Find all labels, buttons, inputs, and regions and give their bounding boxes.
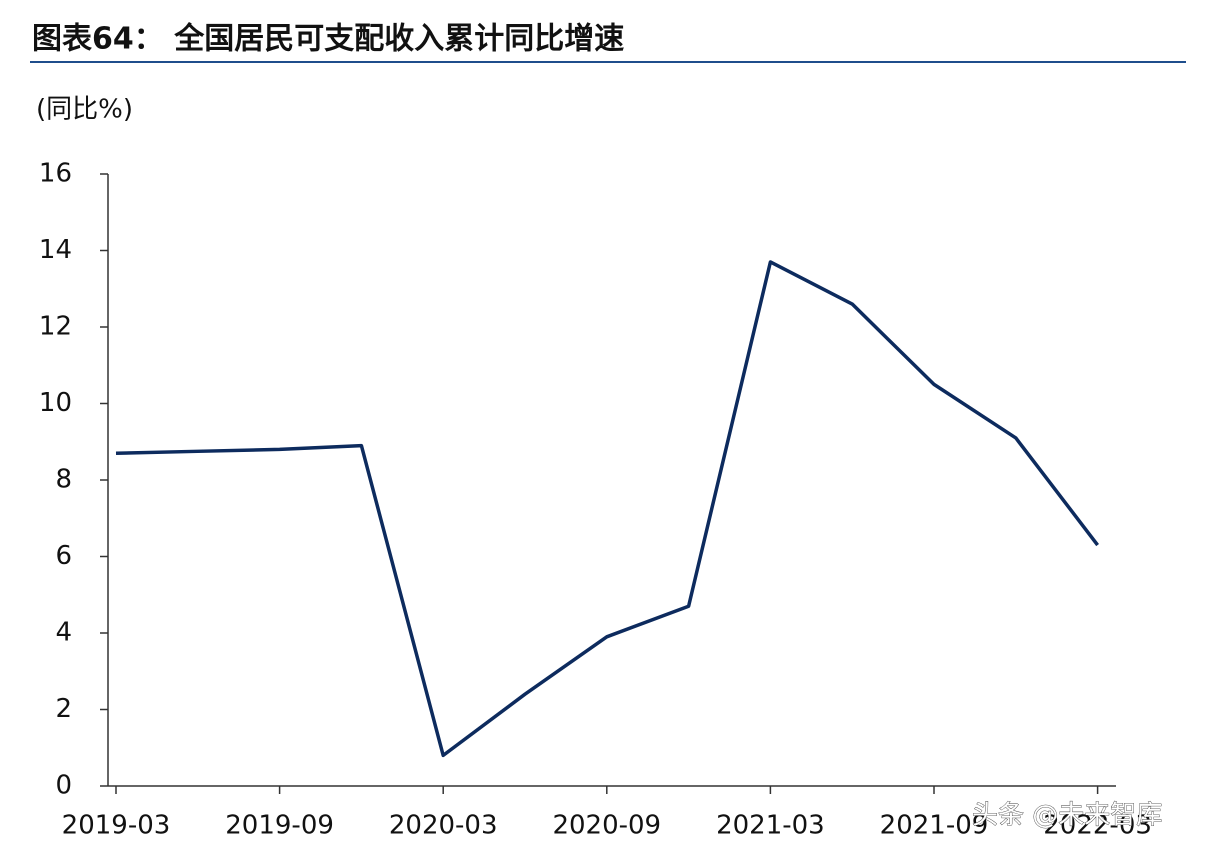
y-tick-label: 8 bbox=[55, 465, 72, 495]
y-tick-label: 16 bbox=[39, 159, 72, 189]
y-axis-label: (同比%) bbox=[36, 95, 133, 125]
y-tick-label: 2 bbox=[55, 694, 72, 724]
y-tick-label: 6 bbox=[55, 541, 72, 571]
x-tick-label: 2021-09 bbox=[880, 811, 989, 841]
x-tick-label: 2020-03 bbox=[389, 811, 498, 841]
y-tick-label: 0 bbox=[55, 771, 72, 801]
y-tick-label: 12 bbox=[39, 312, 72, 342]
x-tick-label: 2022-03 bbox=[1043, 811, 1152, 841]
x-tick-label: 2019-09 bbox=[225, 811, 334, 841]
x-tick-label: 2021-03 bbox=[716, 811, 825, 841]
y-tick-label: 4 bbox=[55, 618, 72, 648]
x-tick-label: 2020-09 bbox=[552, 811, 661, 841]
y-tick-label: 10 bbox=[39, 388, 72, 418]
data-line bbox=[115, 260, 1099, 758]
x-tick-label: 2019-03 bbox=[62, 811, 171, 841]
chart-title: 图表64： 全国居民可支配收入累计同比增速 bbox=[32, 22, 624, 57]
watermark: 头条 @未来智库 bbox=[972, 801, 1162, 831]
y-tick-label: 14 bbox=[39, 235, 72, 265]
